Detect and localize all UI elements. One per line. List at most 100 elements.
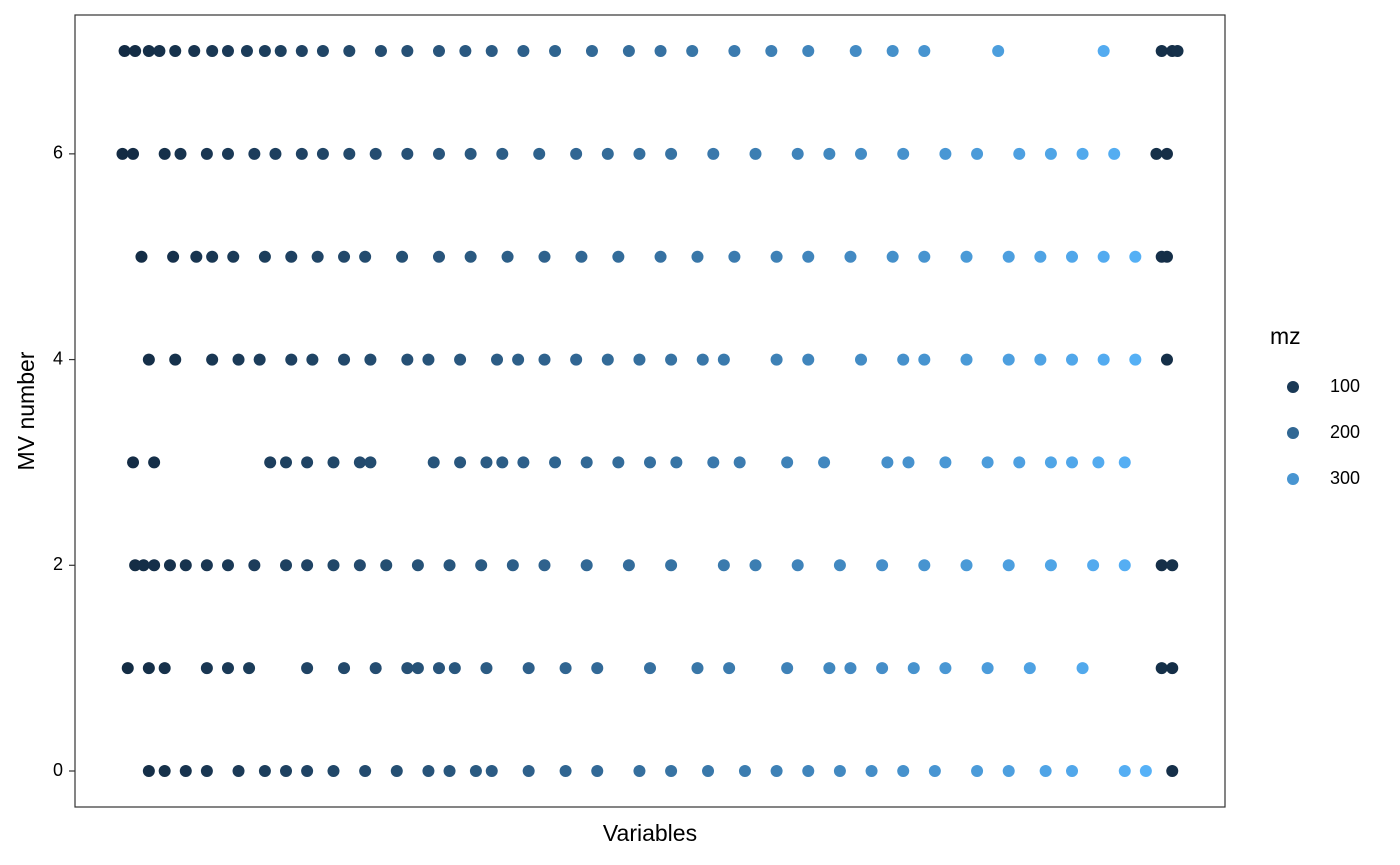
point [559,765,572,777]
point [401,147,414,160]
point [723,662,736,675]
point [1044,559,1057,572]
point [316,147,329,160]
point [158,662,171,675]
point [939,456,952,469]
point [343,147,356,160]
point [1118,456,1131,469]
point [432,250,445,263]
point [897,353,910,366]
point [939,147,952,160]
point [1097,250,1110,263]
point [749,147,762,160]
point [448,662,461,675]
point [1023,662,1036,675]
point [1002,250,1015,263]
point [427,456,440,469]
point [570,147,583,160]
point [918,559,931,572]
point [206,45,219,57]
point [733,456,746,469]
point [401,662,414,675]
point [1076,147,1089,160]
point [496,147,509,160]
point [971,147,984,160]
point [654,45,667,57]
point [749,559,762,572]
point [179,765,192,777]
point [791,559,804,572]
point [167,250,180,263]
point [665,765,678,777]
point [390,765,403,777]
point [127,147,140,160]
point [1160,250,1173,263]
point [240,45,253,57]
point [612,250,625,263]
point [802,765,815,777]
point [1108,147,1121,160]
point [665,147,678,160]
point [886,250,899,263]
point [142,662,155,675]
point [591,662,604,675]
point [142,765,155,777]
point [137,559,150,572]
point [327,456,340,469]
point [633,765,646,777]
point [580,559,593,572]
point [338,662,351,675]
point [1166,765,1179,777]
point [1044,147,1057,160]
point [411,662,424,675]
point [269,147,282,160]
point [585,45,598,57]
point [728,250,741,263]
point [686,45,699,57]
point [855,353,868,366]
point [844,250,857,263]
point [116,147,129,160]
point [295,147,308,160]
point [301,456,314,469]
point [285,250,298,263]
point [343,45,356,57]
point [897,765,910,777]
point [338,250,351,263]
point [823,147,836,160]
point [359,765,372,777]
legend-label: 100 [1330,376,1360,396]
point [1002,559,1015,572]
point [258,45,271,57]
point [158,147,171,160]
point [1171,45,1184,57]
point [127,456,140,469]
point [118,45,131,57]
point [353,559,366,572]
point [364,456,377,469]
point [1118,765,1131,777]
point [1129,250,1142,263]
point [918,353,931,366]
point [264,456,277,469]
point [1150,147,1163,160]
point [1002,353,1015,366]
point [633,147,646,160]
point [221,559,234,572]
point [1166,559,1179,572]
point [717,353,730,366]
point [1097,45,1110,57]
point [190,250,203,263]
point [1034,250,1047,263]
point [691,250,704,263]
point [1087,559,1100,572]
point [200,559,213,572]
point [1034,353,1047,366]
point [221,147,234,160]
point [928,765,941,777]
legend-title: mz [1270,323,1301,349]
point [316,45,329,57]
point [148,559,161,572]
point [464,147,477,160]
point [248,559,261,572]
